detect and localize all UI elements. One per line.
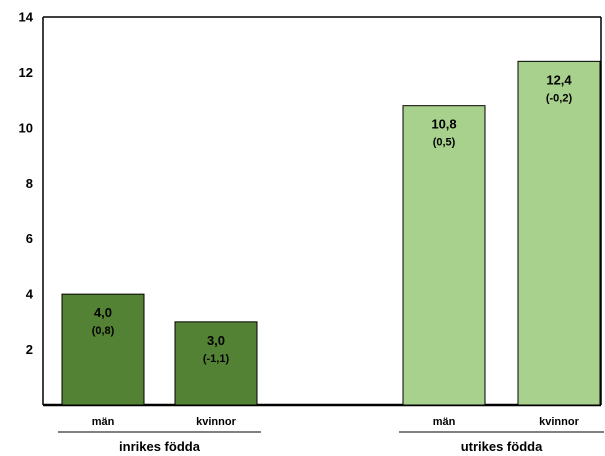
change-label: (0,8): [92, 325, 115, 337]
bars: [61, 60, 601, 406]
bar: [174, 321, 258, 406]
change-label: (0,5): [433, 137, 456, 149]
category-label: kvinnor: [539, 416, 579, 428]
y-tick-label: 4: [26, 287, 34, 302]
y-tick-label: 10: [19, 120, 33, 135]
bar: [402, 105, 486, 406]
bar: [517, 60, 601, 406]
change-label: (-1,1): [203, 353, 230, 365]
y-tick-label: 14: [19, 10, 34, 25]
y-tick-label: 12: [19, 65, 33, 80]
group-label: inrikes födda: [119, 439, 201, 454]
data-label: 12,4: [546, 72, 572, 87]
category-label: män: [433, 416, 456, 428]
group-label: utrikes födda: [461, 439, 543, 454]
labels: 4,0 (0,8) män 3,0 (-1,1) kvinnor inrikes födda…: [58, 72, 604, 454]
data-label: 10,8: [431, 117, 456, 132]
data-label: 4,0: [94, 305, 112, 320]
data-label: 3,0: [207, 333, 225, 348]
y-tick-label: 6: [26, 231, 33, 246]
y-tick-label: 2: [26, 342, 33, 357]
bar: [61, 293, 145, 406]
change-label: (-0,2): [546, 92, 573, 104]
y-tick-label: 8: [26, 176, 33, 191]
category-label: kvinnor: [196, 416, 236, 428]
category-label: män: [92, 416, 115, 428]
